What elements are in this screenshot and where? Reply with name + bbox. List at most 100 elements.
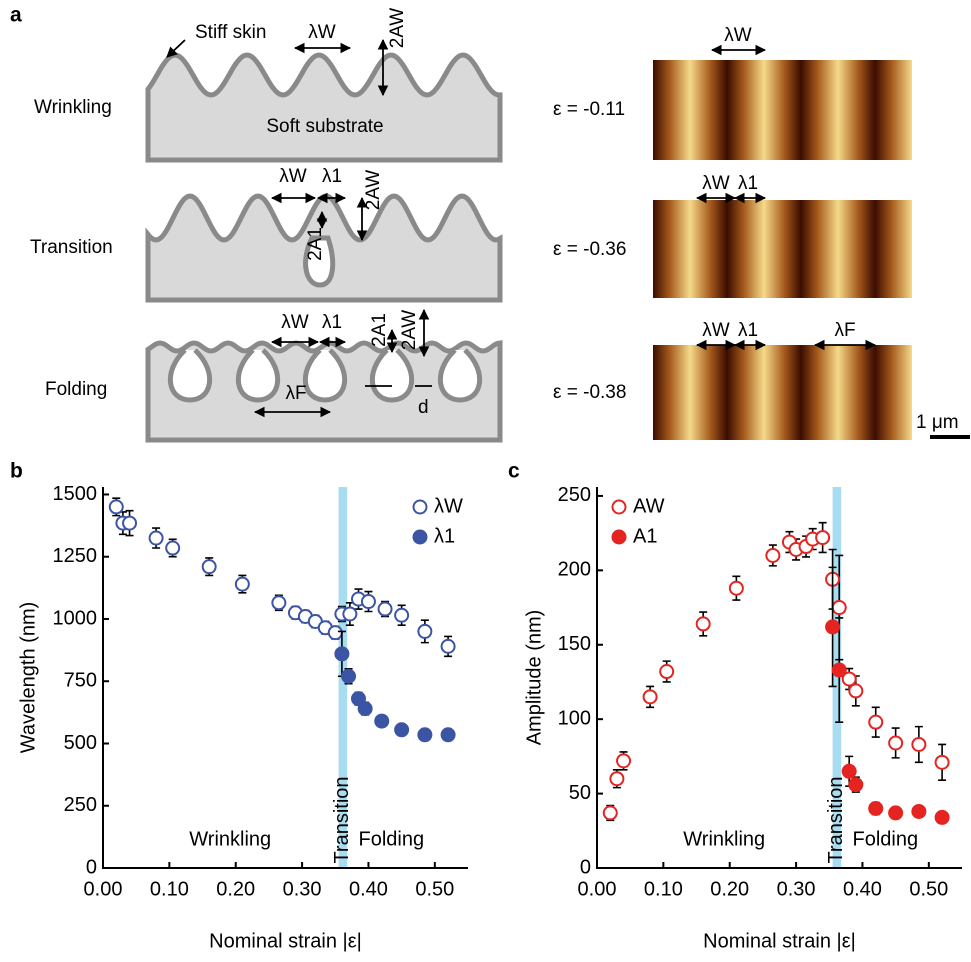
- fold-loop: [372, 350, 411, 400]
- x-tick-label: 0.40: [843, 878, 882, 900]
- data-point: [617, 754, 630, 767]
- data-point: [236, 578, 249, 591]
- x-tick-label: 0.50: [415, 878, 454, 900]
- data-point: [610, 772, 623, 785]
- y-axis-title: Wavelength (nm): [17, 602, 39, 754]
- data-point: [329, 626, 342, 639]
- row-label: Wrinkling: [34, 97, 112, 118]
- region-label: Wrinkling: [189, 828, 271, 850]
- strain-label: ε = -0.38: [553, 382, 626, 403]
- fold-loop: [305, 350, 344, 400]
- y-tick-label: 250: [64, 794, 97, 816]
- panel-label: b: [10, 460, 23, 483]
- data-point: [442, 728, 455, 741]
- data-point: [697, 617, 710, 630]
- x-tick-label: 0.20: [710, 878, 749, 900]
- data-point: [335, 647, 348, 660]
- label: 2AW: [399, 310, 420, 351]
- data-point: [272, 596, 285, 609]
- data-point: [362, 595, 375, 608]
- panel-label: c: [508, 460, 520, 483]
- fold-loop: [238, 350, 277, 400]
- label: Soft substrate: [266, 116, 383, 137]
- region-label: Folding: [359, 828, 425, 850]
- afm-image: [653, 60, 912, 160]
- label: 2A1: [305, 227, 326, 261]
- legend-marker: [414, 531, 427, 544]
- x-tick-label: 0.40: [349, 878, 388, 900]
- data-point: [869, 802, 882, 815]
- afm-image: [653, 200, 912, 298]
- legend-label: AW: [633, 495, 665, 517]
- y-tick-label: 0: [580, 856, 591, 878]
- y-tick-label: 500: [64, 732, 97, 754]
- data-point: [375, 715, 388, 728]
- x-tick-label: 0.00: [84, 878, 123, 900]
- x-tick-label: 0.10: [644, 878, 683, 900]
- panel-label: a: [10, 4, 22, 27]
- data-point: [395, 723, 408, 736]
- y-tick-label: 250: [558, 484, 591, 506]
- legend-marker: [613, 501, 626, 514]
- data-point: [150, 532, 163, 545]
- y-tick-label: 150: [558, 633, 591, 655]
- row-label: Folding: [45, 379, 107, 400]
- y-tick-label: 50: [569, 782, 591, 804]
- strain-label: ε = -0.11: [553, 99, 625, 120]
- row-label: Transition: [30, 237, 113, 258]
- label: 2A1: [369, 313, 390, 347]
- label: λ1: [738, 320, 758, 341]
- legend-marker: [414, 501, 427, 514]
- data-point: [912, 805, 925, 818]
- region-label: Folding: [853, 828, 919, 850]
- x-axis-title: Nominal strain |ε|: [209, 930, 362, 952]
- legend-label: λW: [434, 495, 463, 517]
- data-point: [359, 702, 372, 715]
- label: λF: [834, 320, 855, 341]
- data-point: [644, 690, 657, 703]
- data-point: [110, 500, 123, 513]
- y-axis-title: Amplitude (nm): [523, 610, 545, 746]
- y-tick-label: 1000: [53, 607, 98, 629]
- data-point: [660, 665, 673, 678]
- data-point: [418, 625, 431, 638]
- data-point: [849, 684, 862, 697]
- data-point: [889, 736, 902, 749]
- data-point: [849, 778, 862, 791]
- data-point: [342, 670, 355, 683]
- y-tick-label: 750: [64, 670, 97, 692]
- data-point: [833, 601, 846, 614]
- label: 2AW: [363, 170, 384, 211]
- label: λW: [281, 312, 309, 333]
- data-point: [869, 716, 882, 729]
- x-tick-label: 0.20: [216, 878, 255, 900]
- scale-label: 1 μm: [916, 412, 959, 433]
- data-point: [816, 531, 829, 544]
- data-point: [166, 542, 179, 555]
- x-tick-label: 0.30: [283, 878, 322, 900]
- label: λ1: [322, 312, 342, 333]
- label: λ1: [322, 166, 342, 187]
- y-tick-label: 1500: [53, 483, 98, 505]
- x-tick-label: 0.50: [909, 878, 948, 900]
- y-tick-label: 200: [558, 559, 591, 581]
- data-point: [379, 603, 392, 616]
- x-tick-label: 0.00: [578, 878, 617, 900]
- fold-loop: [440, 350, 479, 400]
- data-point: [123, 517, 136, 530]
- legend-label: A1: [633, 525, 657, 547]
- data-point: [343, 608, 356, 621]
- fold-loop: [170, 350, 209, 400]
- label: λW: [702, 320, 730, 341]
- data-point: [833, 664, 846, 677]
- label: λW: [702, 173, 730, 194]
- strain-label: ε = -0.36: [553, 239, 626, 260]
- data-point: [766, 549, 779, 562]
- data-point: [826, 620, 839, 633]
- data-point: [730, 582, 743, 595]
- region-label: Wrinkling: [683, 828, 765, 850]
- label: Stiff skin: [195, 22, 266, 43]
- data-point: [418, 728, 431, 741]
- data-point: [889, 806, 902, 819]
- label: λ1: [738, 173, 758, 194]
